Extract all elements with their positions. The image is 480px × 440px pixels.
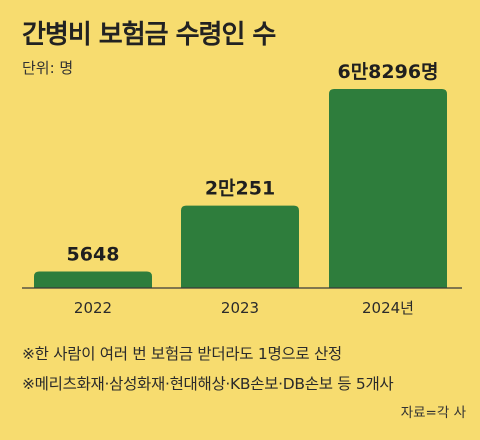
bar-2022	[34, 271, 152, 288]
data-label-2022: 5648	[67, 244, 120, 266]
bar-2024년	[329, 88, 447, 288]
x-tick-label-2022: 2022	[74, 299, 112, 317]
bar-2023	[181, 205, 299, 288]
x-tick-label-2023: 2023	[221, 299, 259, 317]
data-label-2023: 2만251	[205, 178, 275, 200]
unit-label: 단위: 명	[22, 59, 74, 77]
x-tick-label-2024년: 2024년	[362, 299, 414, 317]
source-credit: 자료=각 사	[400, 405, 466, 421]
note-1: ※한 사람이 여러 번 보험금 받더라도 1명으로 산정	[22, 345, 342, 363]
data-label-2024년: 6만8296명	[337, 61, 438, 83]
chart-title: 간병비 보험금 수령인 수	[22, 20, 276, 50]
note-2: ※메리츠화재·삼성화재·현대해상·KB손보·DB손보 등 5개사	[22, 375, 394, 393]
